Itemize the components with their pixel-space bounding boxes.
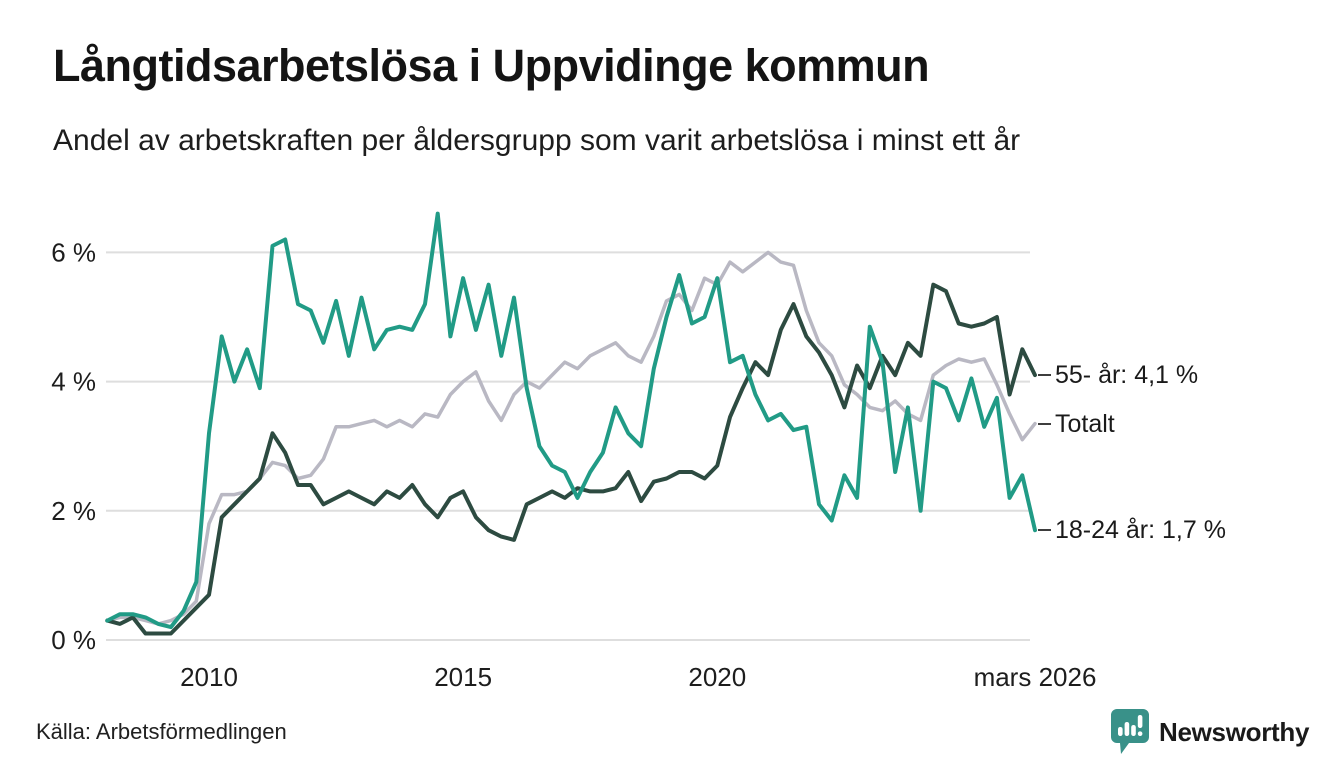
series-label-total-text: Totalt (1055, 409, 1115, 438)
svg-text:4 %: 4 % (51, 367, 96, 397)
svg-text:2 %: 2 % (51, 496, 96, 526)
newsworthy-wordmark: Newsworthy (1159, 716, 1310, 747)
svg-text:2010: 2010 (180, 662, 238, 692)
newsworthy-logo: Newsworthy (1110, 708, 1309, 756)
svg-text:6 %: 6 % (51, 237, 96, 267)
series-label-55plus: 55- år: 4,1 % (1038, 360, 1198, 390)
label-tick (1038, 528, 1051, 532)
source-note: Källa: Arbetsförmedlingen (36, 719, 287, 744)
page-title: Långtidsarbetslösa i Uppvidinge kommun (53, 40, 930, 91)
label-tick (1038, 422, 1051, 426)
chart-subtitle: Andel av arbetskraften per åldersgrupp s… (53, 124, 1021, 157)
series-label-total: Totalt (1038, 409, 1115, 439)
label-tick (1038, 373, 1051, 377)
svg-text:mars 2026: mars 2026 (974, 662, 1097, 692)
newsworthy-bubble-icon (1111, 709, 1149, 754)
svg-text:2020: 2020 (688, 662, 746, 692)
line-chart-svg: 0 % 2 % 4 % 6 % 2010 2015 2020 mars 2026 (51, 211, 1097, 692)
svg-text:2015: 2015 (434, 662, 492, 692)
series-label-55plus-text: 55- år: 4,1 % (1055, 360, 1199, 389)
series-label-18-24-text: 18-24 år: 1,7 % (1055, 515, 1226, 544)
svg-text:0 %: 0 % (51, 625, 96, 655)
series-label-18-24: 18-24 år: 1,7 % (1038, 515, 1226, 545)
line-chart: 0 % 2 % 4 % 6 % 2010 2015 2020 mars 2026 55- år… (0, 180, 1340, 700)
